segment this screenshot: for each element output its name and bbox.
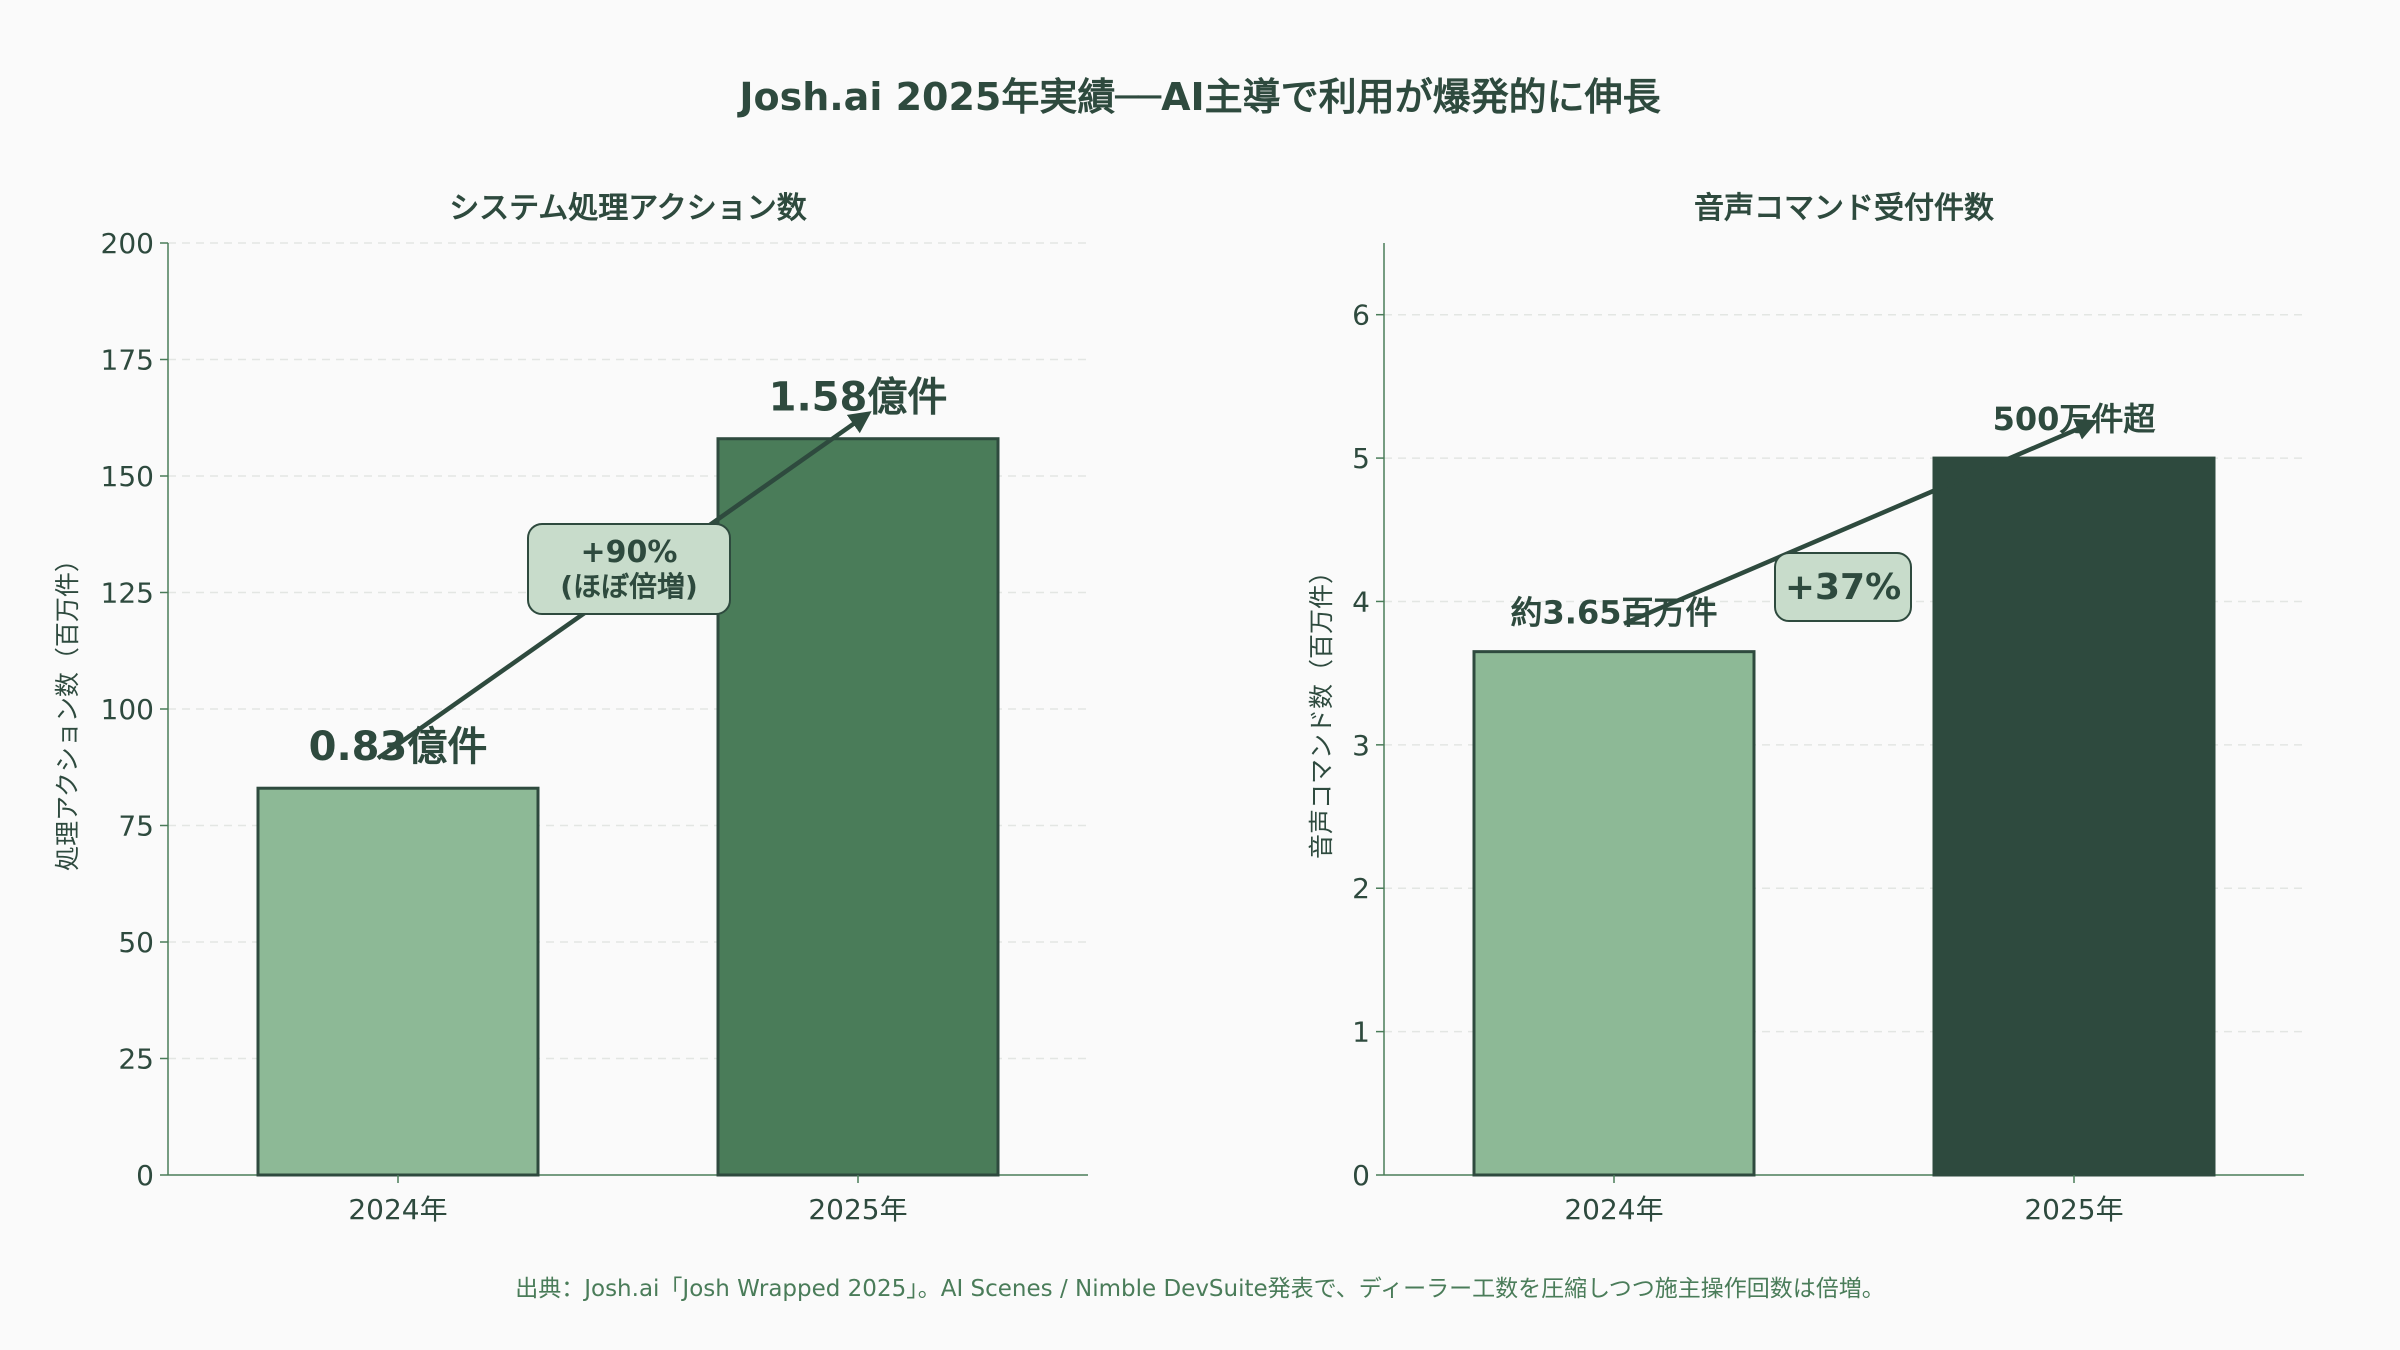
growth-badge	[1774, 552, 1912, 622]
y-tick-label: 100	[101, 693, 154, 726]
y-tick-label: 125	[101, 577, 154, 610]
bar-value-label: 0.83億件	[309, 724, 488, 770]
y-tick-label: 2	[1352, 872, 1370, 905]
main-title: Josh.ai 2025年実績──AI主導で利用が爆発的に伸長	[736, 75, 1661, 119]
bar	[1472, 650, 1756, 1177]
y-tick-label: 5	[1352, 442, 1370, 475]
y-tick-label: 150	[101, 460, 154, 493]
y-tick-label: 0	[136, 1159, 154, 1192]
x-tick-label: 2025年	[2024, 1193, 2123, 1226]
growth-arrow	[1623, 418, 2099, 626]
x-tick-label: 2025年	[808, 1193, 907, 1226]
y-tick-label: 0	[1352, 1159, 1370, 1192]
y-axis-label: 音声コマンド数（百万件）	[1307, 559, 1336, 859]
x-tick-label: 2024年	[1564, 1193, 1663, 1226]
growth-badge-sublabel: (ほぼ倍増)	[560, 570, 698, 603]
y-axis-label: 処理アクション数（百万件）	[53, 547, 82, 871]
y-tick-label: 75	[118, 810, 154, 843]
y-tick-label: 50	[118, 926, 154, 959]
y-tick-label: 6	[1352, 299, 1370, 332]
y-tick-label: 200	[101, 227, 154, 260]
y-tick-label: 1	[1352, 1016, 1370, 1049]
growth-badge-label: +90%	[581, 535, 678, 570]
panel-actions: システム処理アクション数 0 25 50 75 100 125 150 175 200 処理アクショ…	[53, 191, 1088, 1226]
bar-value-label: 約3.65百万件	[1511, 594, 1718, 632]
y-tick-label: 25	[118, 1043, 154, 1076]
y-tick-label: 4	[1352, 585, 1370, 618]
panel-title: 音声コマンド受付件数	[1694, 191, 1995, 226]
panel-title: システム処理アクション数	[449, 191, 808, 226]
bar	[1932, 456, 2216, 1177]
growth-badge	[527, 523, 731, 615]
x-tick-label: 2024年	[348, 1193, 447, 1226]
panel-voice-commands: 音声コマンド受付件数 0 1 2 3 4 5 6 音声コマンド数（百万件） 約3.65百万件 202…	[1307, 191, 2304, 1226]
growth-badge-label: +37%	[1785, 567, 1901, 608]
source-note: 出典：Josh.ai「Josh Wrapped 2025」。AI Scenes …	[515, 1276, 1885, 1302]
y-tick-label: 3	[1352, 729, 1370, 762]
bar	[256, 786, 540, 1177]
bar	[716, 437, 1000, 1177]
y-tick-label: 175	[101, 344, 154, 377]
bar-value-label: 1.58億件	[769, 375, 948, 421]
